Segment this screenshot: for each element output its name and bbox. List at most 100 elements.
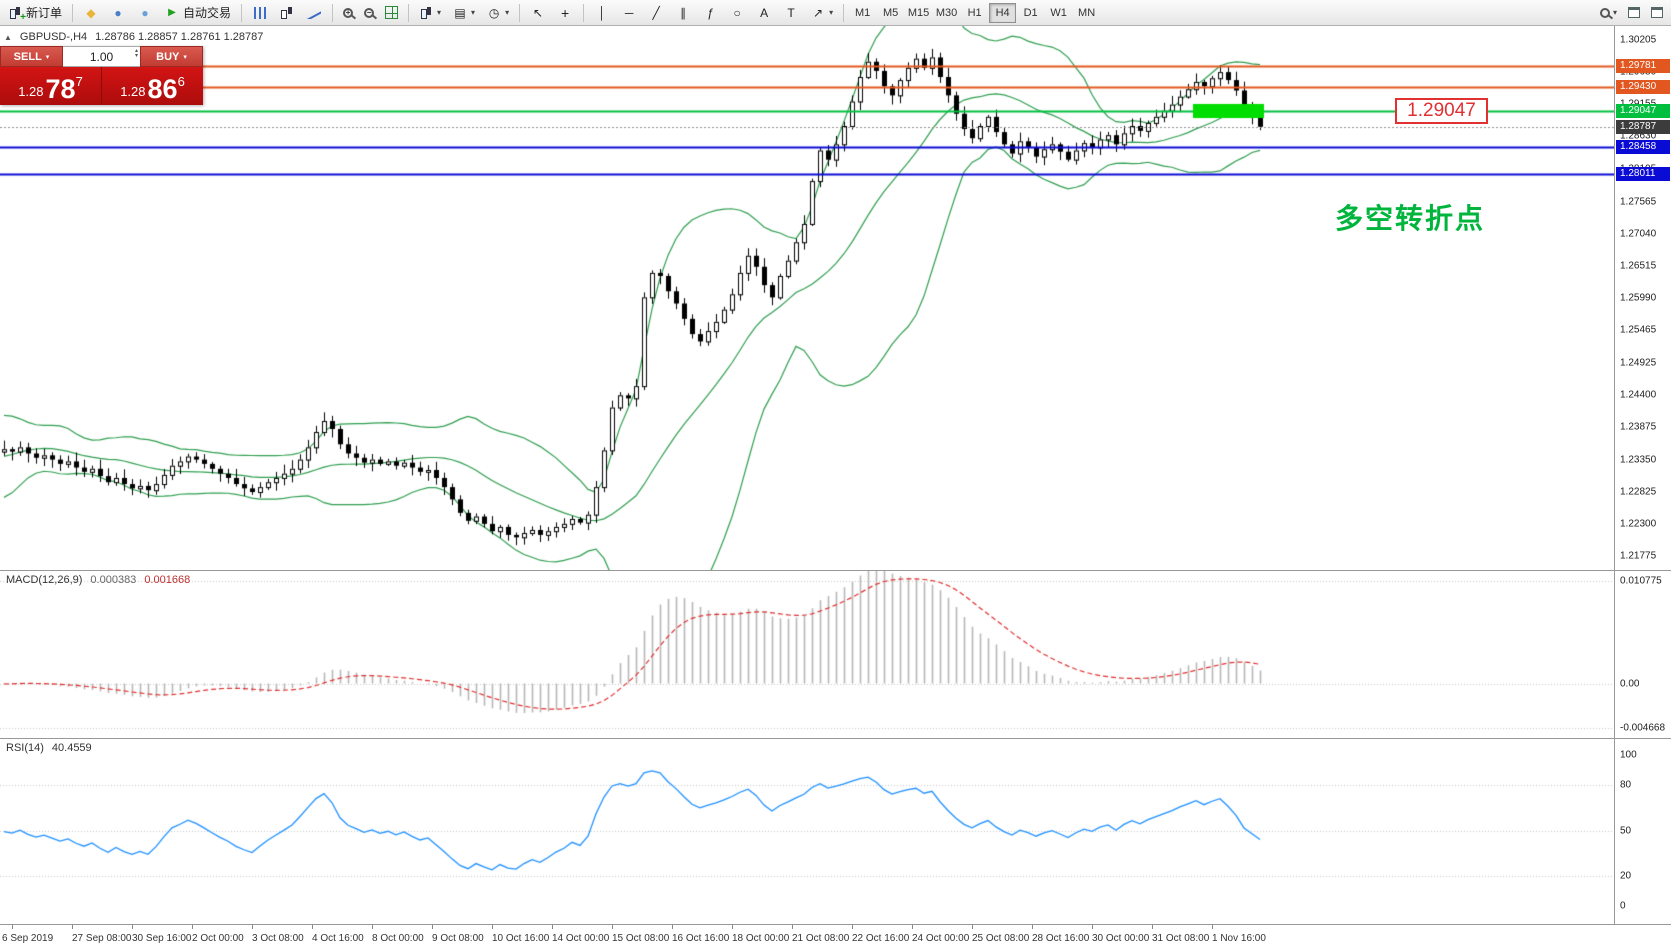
text-label-tool-button[interactable]: T [778, 2, 804, 24]
profiles-button[interactable]: ▤ ▾ [447, 2, 480, 24]
period-button[interactable]: ◷ ▾ [481, 2, 514, 24]
spin-up-icon[interactable]: ▴ [134, 48, 138, 54]
candlestick-chart-button[interactable] [274, 2, 300, 24]
spin-down-icon[interactable]: ▾ [134, 53, 138, 59]
time-tick [1032, 925, 1033, 929]
macd-panel: MACD(12,26,9) 0.000383 0.001668 0.010775… [0, 571, 1671, 739]
auto-trading-play-icon: ▶ [168, 6, 176, 18]
chat-button[interactable]: ● [132, 2, 158, 24]
macd-name: MACD(12,26,9) [6, 574, 83, 586]
ellipse-icon: ○ [733, 5, 741, 20]
line-chart-button[interactable] [301, 2, 327, 24]
time-axis-label: 10 Oct 16:00 [492, 933, 550, 944]
price-badge-support-1: 1.28458 [1616, 139, 1670, 154]
price-chart-canvas[interactable] [0, 26, 1614, 570]
time-tick [912, 925, 913, 929]
new-order-button[interactable]: + 新订单 [3, 2, 67, 24]
time-axis-label: 24 Oct 00:00 [912, 933, 970, 944]
lot-spinner[interactable]: ▴ ▾ [134, 48, 138, 59]
sell-price-display[interactable]: 1.28 78 7 [0, 67, 102, 105]
lot-size-field[interactable]: 1.00 ▴ ▾ [63, 46, 140, 67]
time-tick [732, 925, 733, 929]
timeframe-m15[interactable]: M15 [905, 3, 932, 23]
timeframe-d1[interactable]: D1 [1017, 3, 1044, 23]
price-scale[interactable]: 1.302051.296801.291551.286301.281051.275… [1614, 26, 1671, 570]
time-tick [192, 925, 193, 929]
vertical-line-tool-button[interactable]: │ [589, 2, 615, 24]
community-button[interactable]: ● [105, 2, 131, 24]
timeframe-h4[interactable]: H4 [989, 2, 1017, 23]
price-tick: 1.23350 [1620, 454, 1657, 466]
arrow-icon: ↗ [813, 5, 824, 20]
fibonacci-tool-button[interactable]: ƒ [697, 2, 723, 24]
zoom-out-button[interactable]: − [359, 2, 379, 24]
price-tick: 1.23875 [1620, 421, 1657, 433]
macd-canvas[interactable] [0, 571, 1614, 738]
auto-trading-label: 自动交易 [183, 6, 232, 20]
arrows-tool-button[interactable]: ↗ ▾ [805, 2, 838, 24]
time-axis-label: 25 Oct 08:00 [972, 933, 1030, 944]
time-axis-label: 27 Sep 08:00 [72, 933, 132, 944]
price-badge-support-2: 1.28011 [1616, 167, 1670, 182]
time-axis-label: 30 Sep 16:00 [132, 933, 192, 944]
cursor-button[interactable]: ↖ [525, 2, 551, 24]
macd-label: MACD(12,26,9) 0.000383 0.001668 [6, 574, 190, 586]
time-tick [612, 925, 613, 929]
search-button[interactable]: ▾ [1595, 2, 1622, 24]
macd-scale[interactable]: 0.010775 0.00 -0.004668 [1614, 571, 1671, 738]
time-tick [72, 925, 73, 929]
toolbar-separator [519, 3, 521, 22]
buy-price-display[interactable]: 1.28 86 6 [120, 74, 185, 104]
price-tick: 1.27040 [1620, 228, 1657, 240]
channel-tool-button[interactable]: ∥ [670, 2, 696, 24]
horizontal-line-tool-button[interactable]: ─ [616, 2, 642, 24]
new-chart-button[interactable]: ▾ [414, 2, 446, 24]
time-axis-label: 14 Oct 00:00 [552, 933, 610, 944]
price-badge-resistance-2: 1.29430 [1616, 80, 1670, 95]
window-button-1[interactable] [1623, 2, 1645, 24]
timeframe-m5[interactable]: M5 [877, 3, 904, 23]
time-axis-label: 2 Oct 00:00 [192, 933, 244, 944]
metaeditor-button[interactable]: ◆ [78, 2, 104, 24]
timeframe-m1[interactable]: M1 [849, 3, 876, 23]
tile-windows-icon [385, 6, 399, 19]
text-icon: A [760, 5, 769, 20]
expander-icon[interactable]: ▲ [4, 32, 12, 42]
crosshair-button[interactable]: + [552, 2, 578, 24]
fibonacci-icon: ƒ [706, 5, 714, 20]
price-badge-resistance-1: 1.29781 [1616, 58, 1670, 73]
trendline-icon: ╱ [652, 5, 660, 20]
rsi-canvas[interactable] [0, 739, 1614, 924]
price-tick: 1.25990 [1620, 292, 1657, 304]
price-callout-label: 1.29047 [1395, 97, 1488, 124]
shapes-tool-button[interactable]: ○ [724, 2, 750, 24]
rsi-scale[interactable]: 100 80 50 20 0 [1614, 739, 1671, 924]
time-axis-label: 21 Oct 08:00 [792, 933, 850, 944]
buy-button[interactable]: BUY ▾ [140, 46, 203, 67]
sell-button[interactable]: SELL ▾ [0, 46, 63, 67]
timeframe-mn[interactable]: MN [1073, 3, 1100, 23]
macd-signal-value: 0.001668 [144, 574, 191, 586]
toolbar-separator [72, 3, 74, 22]
price-tick: 1.26515 [1620, 260, 1657, 272]
auto-trading-button[interactable]: ▶ 自动交易 [159, 2, 236, 24]
time-axis[interactable]: 6 Sep 2019 27 Sep 08:00 30 Sep 16:00 2 Oct … [0, 925, 1671, 951]
zoom-in-button[interactable]: + [338, 2, 358, 24]
rsi-label: RSI(14) 40.4559 [6, 742, 92, 754]
bar-chart-button[interactable] [247, 2, 273, 24]
dropdown-caret-icon: ▾ [829, 8, 834, 17]
text-tool-button[interactable]: A [751, 2, 777, 24]
time-tick [12, 925, 13, 929]
bar-chart-icon [253, 6, 267, 19]
window-button-2[interactable] [1646, 2, 1668, 24]
timeframe-w1[interactable]: W1 [1045, 3, 1072, 23]
trendline-tool-button[interactable]: ╱ [643, 2, 669, 24]
rsi-tick: 100 [1620, 749, 1637, 761]
window-icon [1628, 7, 1640, 18]
timeframe-h1[interactable]: H1 [961, 3, 988, 23]
candlestick-chart-icon [280, 6, 294, 19]
timeframe-m30[interactable]: M30 [933, 3, 960, 23]
symbol-timeframe-label: GBPUSD-,H4 [19, 31, 88, 43]
zoom-out-icon: − [364, 7, 375, 18]
tile-windows-button[interactable] [380, 2, 403, 24]
